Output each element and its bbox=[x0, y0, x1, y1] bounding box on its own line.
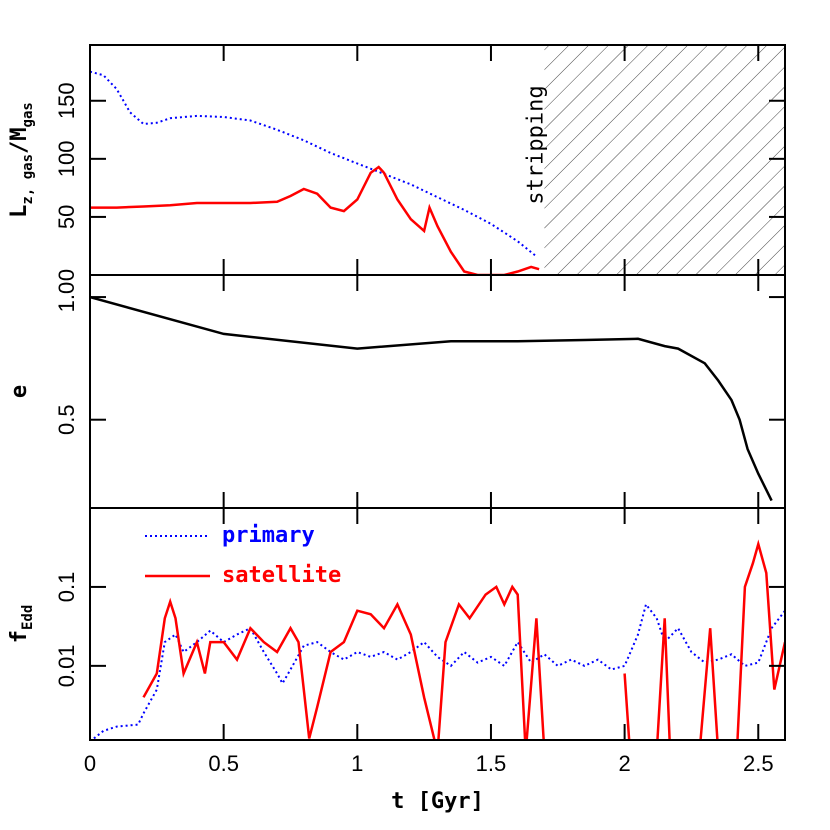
y-tick-label: 150 bbox=[54, 82, 79, 119]
series-line bbox=[90, 165, 540, 275]
series-line bbox=[90, 602, 785, 740]
series-line bbox=[90, 70, 538, 258]
series-line bbox=[90, 295, 773, 502]
annotation: stripping bbox=[523, 85, 548, 204]
y-tick-label: 50 bbox=[54, 205, 79, 229]
y-tick-label: 0.01 bbox=[54, 644, 79, 687]
hatch-region bbox=[544, 45, 785, 275]
y-tick-label: 0.1 bbox=[54, 572, 79, 603]
y-tick-label: 1.0 bbox=[54, 282, 79, 313]
panel-frame bbox=[89, 274, 786, 509]
x-tick-label: 2.5 bbox=[743, 751, 774, 776]
x-tick-label: 1.5 bbox=[476, 751, 507, 776]
x-axis-label: t [Gyr] bbox=[391, 789, 484, 814]
y-axis-label: e bbox=[7, 385, 32, 398]
y-axis-label-part: /M bbox=[7, 127, 32, 154]
x-tick-label: 2 bbox=[618, 751, 630, 776]
y-axis-label: fEdd bbox=[7, 605, 36, 644]
series-line bbox=[142, 539, 785, 740]
y-tick-label: 100 bbox=[54, 140, 79, 177]
panel-frame bbox=[89, 507, 786, 741]
y-axis-label-part: z, gas bbox=[20, 154, 36, 205]
y-axis-label: Lz, gas/Mgas bbox=[7, 102, 36, 218]
y-axis-label-part: gas bbox=[20, 102, 36, 127]
x-tick-label: 0 bbox=[84, 751, 96, 776]
legend-label: primary bbox=[222, 523, 315, 548]
x-tick-label: 0.5 bbox=[208, 751, 239, 776]
legend-label: satellite bbox=[222, 563, 341, 588]
x-tick-label: 1 bbox=[351, 751, 363, 776]
y-axis-label-part: Edd bbox=[20, 605, 36, 630]
y-axis-label-part: L bbox=[7, 205, 32, 218]
y-axis-label-part: e bbox=[7, 385, 32, 398]
y-axis-label-part: f bbox=[7, 630, 32, 643]
y-tick-label: 0.5 bbox=[54, 404, 79, 435]
y-tick-label: 0 bbox=[54, 269, 79, 281]
